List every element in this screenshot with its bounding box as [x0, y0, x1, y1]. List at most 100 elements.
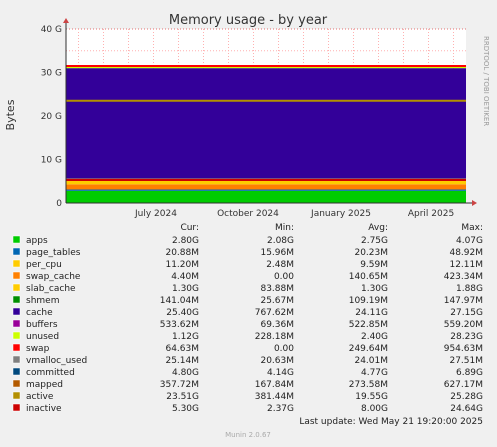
area-cache [66, 68, 466, 179]
legend-cur: 533.62M [160, 320, 199, 330]
legend-label: buffers [26, 320, 58, 330]
legend-avg: 20.23M [354, 248, 388, 258]
legend-cur: 25.14M [165, 356, 199, 366]
legend-label: swap [26, 344, 50, 354]
legend-min: 767.62M [255, 308, 294, 318]
legend-header-cur: Cur: [180, 223, 199, 233]
legend-max: 627.17M [444, 380, 483, 390]
legend-swatch [12, 247, 21, 256]
x-tick-label: October 2024 [217, 209, 279, 219]
legend-swatch [12, 319, 21, 328]
legend-swatch [12, 259, 21, 268]
legend-swatch [12, 403, 21, 412]
legend-min: 381.44M [255, 392, 294, 402]
legend-min: 228.18M [255, 332, 294, 342]
x-tick-label: July 2024 [134, 209, 177, 219]
legend-label: unused [26, 332, 59, 342]
legend-min: 25.67M [260, 296, 294, 306]
legend-min: 2.37G [267, 404, 294, 414]
x-tick-label: April 2025 [408, 209, 454, 219]
legend-swatch [12, 283, 21, 292]
area-unused [66, 66, 466, 69]
legend-rows: apps 2.80G 2.08G 2.75G 4.07G page_tables 20.88… [12, 235, 483, 414]
legend-avg: 19.55G [355, 392, 388, 402]
y-axis-label: Bytes [4, 99, 17, 130]
legend-avg: 522.85M [349, 320, 388, 330]
legend-min: 2.48M [266, 260, 294, 270]
legend-cur: 11.20M [165, 260, 199, 270]
legend-swatch [12, 235, 21, 244]
legend-max: 12.11M [449, 260, 483, 270]
y-tick-label: 40 G [41, 25, 62, 35]
legend-max: 954.63M [444, 344, 483, 354]
legend-cur: 23.51G [166, 392, 199, 402]
legend-max: 423.34M [444, 272, 483, 282]
legend-max: 28.23G [450, 332, 483, 342]
x-tick-label: January 2025 [310, 209, 371, 219]
legend-min: 2.08G [267, 236, 294, 246]
area-swap_cache [66, 184, 466, 190]
axes [63, 18, 477, 206]
legend-swatch [12, 343, 21, 352]
legend-max: 27.51M [449, 356, 483, 366]
legend-cur: 4.80G [172, 368, 199, 378]
y-tick-label: 20 G [41, 112, 62, 122]
area-page_tables [66, 189, 466, 191]
legend-label: inactive [26, 404, 62, 414]
x-tick-labels: July 2024 October 2024 January 2025 April 2… [134, 209, 454, 219]
legend-swatch [12, 367, 21, 376]
legend-max: 48.92M [449, 248, 483, 258]
legend-swatch [12, 379, 21, 388]
legend-label: page_tables [26, 248, 81, 258]
legend-cur: 1.30G [172, 284, 199, 294]
legend-max: 4.07G [456, 236, 483, 246]
legend-label: vmalloc_used [26, 356, 87, 366]
legend-avg: 4.77G [361, 368, 388, 378]
legend-label: active [26, 392, 54, 402]
legend-min: 0.00 [274, 344, 294, 354]
legend-max: 147.97M [444, 296, 483, 306]
y-axis-arrow [63, 18, 69, 23]
legend-avg: 249.64M [349, 344, 388, 354]
legend-avg: 1.30G [361, 284, 388, 294]
legend-header-avg: Avg: [368, 223, 388, 233]
legend-cur: 5.30G [172, 404, 199, 414]
chart-title: Memory usage - by year [169, 13, 328, 28]
legend-avg: 2.40G [361, 332, 388, 342]
legend-label: mapped [26, 380, 63, 390]
legend-max: 6.89G [456, 368, 483, 378]
y-tick-label: 30 G [41, 69, 62, 79]
legend-avg: 109.19M [349, 296, 388, 306]
legend-label: cache [26, 308, 53, 318]
series-lines [66, 64, 466, 181]
legend-avg: 8.00G [361, 404, 388, 414]
legend-avg: 24.11G [355, 308, 388, 318]
legend-label: apps [26, 236, 48, 246]
legend-avg: 2.75G [361, 236, 388, 246]
area-apps [66, 190, 466, 203]
legend-swatch [12, 295, 21, 304]
legend-max: 25.28G [450, 392, 483, 402]
legend: Cur: Min: Avg: Max: apps 2.80G 2.08G 2.75G 4… [12, 223, 483, 427]
legend-max: 27.15G [450, 308, 483, 318]
legend-swatch [12, 307, 21, 316]
legend-max: 559.20M [444, 320, 483, 330]
legend-swatch [12, 355, 21, 364]
legend-min: 69.36M [260, 320, 294, 330]
legend-min: 15.96M [260, 248, 294, 258]
stacked-areas [66, 66, 466, 203]
legend-header-max: Max: [461, 223, 483, 233]
area-slab_cache [66, 178, 466, 185]
legend-label: slab_cache [26, 284, 76, 294]
legend-min: 4.14G [267, 368, 294, 378]
legend-avg: 273.58M [349, 380, 388, 390]
legend-max: 24.64G [450, 404, 483, 414]
last-update: Last update: Wed May 21 19:20:00 2025 [299, 417, 483, 427]
legend-swatch [12, 391, 21, 400]
legend-label: committed [26, 368, 75, 378]
legend-min: 83.88M [260, 284, 294, 294]
legend-cur: 1.12G [172, 332, 199, 342]
legend-min: 0.00 [274, 272, 294, 282]
